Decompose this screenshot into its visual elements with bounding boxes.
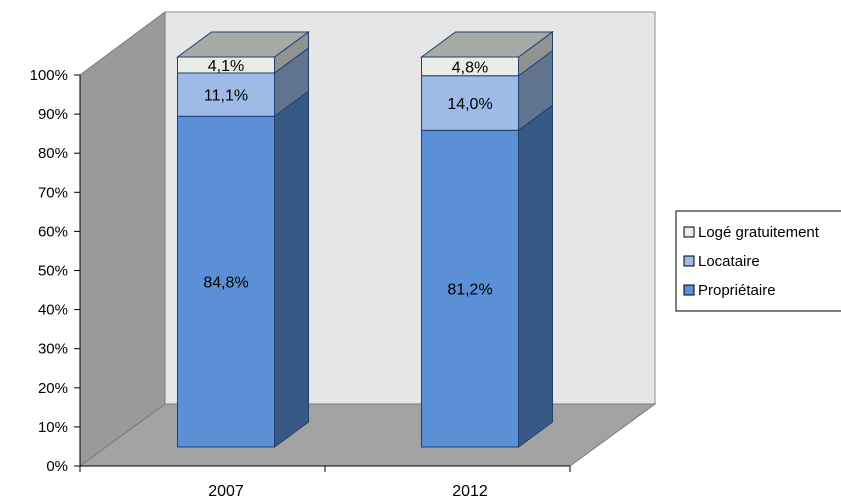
side-wall [79, 11, 166, 467]
bars: 84,8% 11,1% 4,1% 81,2% 14,0% 4,8% [175, 31, 555, 448]
data-label: 4,1% [208, 58, 244, 75]
bar-segment-side [274, 90, 309, 448]
bar-2012: 81,2% 14,0% 4,8% [419, 31, 555, 448]
bar-segment-side [518, 104, 553, 448]
legend-box [675, 210, 841, 312]
legend-swatch [683, 284, 695, 296]
legend: Logé gratuitement Locataire Propriétaire [675, 210, 841, 312]
y-tick-label: 0% [46, 458, 68, 475]
data-label: 14,0% [447, 96, 492, 113]
bar-2007: 84,8% 11,1% 4,1% [175, 31, 311, 448]
legend-label: Locataire [698, 253, 760, 270]
y-tick-label: 10% [38, 419, 68, 436]
bar-top-face [419, 31, 555, 58]
data-label: 84,8% [203, 275, 248, 292]
data-label: 4,8% [452, 59, 488, 76]
chart-walls [78, 11, 657, 467]
y-tick-label: 40% [38, 302, 68, 319]
data-label: 81,2% [447, 282, 492, 299]
bar-segment-front [421, 129, 519, 448]
y-tick-label: 70% [38, 184, 68, 201]
y-tick-label: 60% [38, 223, 68, 240]
x-axis-labels: 2007 2012 [208, 483, 488, 500]
legend-label: Propriétaire [698, 282, 776, 299]
bar-top-face [175, 31, 311, 58]
data-label: 11,1% [204, 88, 248, 105]
legend-swatch [683, 226, 695, 238]
y-tick-label: 20% [38, 380, 68, 397]
bar-segment-front [177, 72, 275, 117]
bar-segment-front [177, 115, 275, 448]
y-tick-label: 100% [30, 67, 68, 84]
bar-segment-front [421, 75, 519, 131]
legend-label: Logé gratuitement [698, 224, 820, 241]
y-tick-label: 30% [38, 341, 68, 358]
y-tick-label: 90% [38, 106, 68, 123]
x-tick-label: 2012 [452, 483, 488, 500]
floor [78, 403, 657, 467]
x-tick-label: 2007 [208, 483, 244, 500]
y-tick-label: 50% [38, 263, 68, 280]
legend-swatch [683, 255, 695, 267]
axes: 0% 10% 20% 30% 40% 50% 60% 70% 80% 90% 100% [30, 67, 571, 475]
y-tick-label: 80% [38, 145, 68, 162]
